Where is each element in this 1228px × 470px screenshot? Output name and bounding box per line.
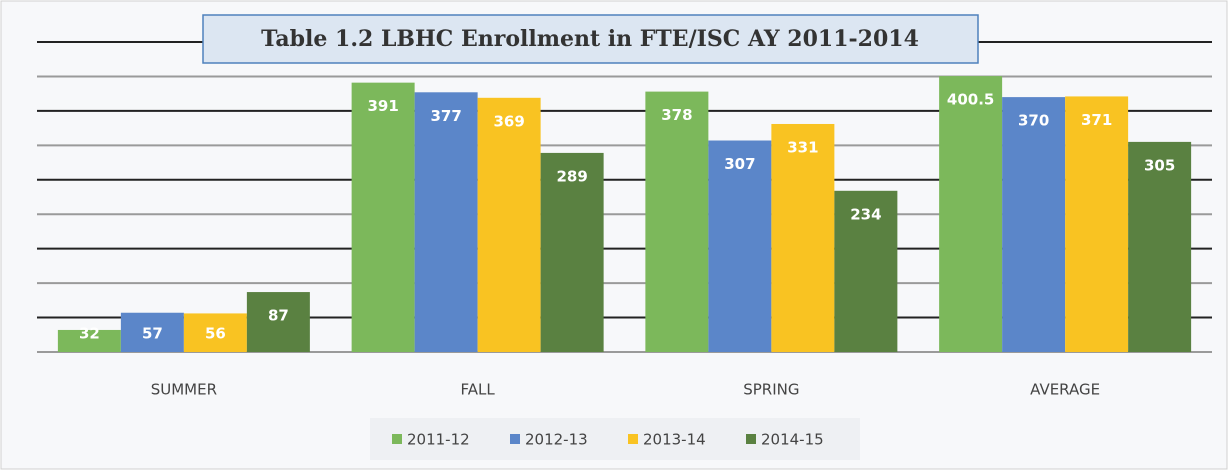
bar [708, 140, 772, 352]
bar [645, 91, 709, 352]
legend-swatch [628, 434, 638, 444]
value-label: 289 [556, 167, 587, 185]
bar [1065, 96, 1129, 352]
x-tick-label: FALL [461, 381, 496, 399]
legend-swatch [746, 434, 756, 444]
bar [1128, 141, 1192, 352]
bar [414, 92, 478, 353]
value-label: 307 [724, 155, 755, 173]
bars: 32 57 56 87 391 377 369 289 378 307 331 234 400.5 370… [57, 76, 1192, 353]
legend-swatch [510, 434, 520, 444]
value-label: 371 [1081, 111, 1112, 129]
value-label: 331 [787, 138, 818, 156]
value-label: 400.5 [947, 91, 994, 109]
bar [939, 76, 1003, 352]
value-label: 370 [1018, 112, 1049, 130]
bar [477, 97, 541, 352]
bar [1002, 97, 1066, 352]
value-label: 56 [205, 325, 226, 343]
x-tick-label: SPRING [743, 381, 799, 399]
value-label: 305 [1144, 156, 1175, 174]
legend-label: 2013-14 [643, 431, 706, 449]
chart-title: Table 1.2 LBHC Enrollment in FTE/ISC AY … [261, 26, 919, 52]
bar [351, 82, 415, 353]
legend-label: 2012-13 [525, 431, 588, 449]
bar [120, 312, 184, 352]
x-tick-label: AVERAGE [1030, 381, 1100, 399]
bar [57, 329, 121, 352]
x-tick-label: SUMMER [151, 381, 217, 399]
legend-swatch [392, 434, 402, 444]
title-box [202, 14, 979, 64]
legend-label: 2014-15 [761, 431, 824, 449]
value-label: 32 [79, 325, 100, 343]
value-label: 378 [661, 106, 692, 124]
value-label: 391 [367, 97, 398, 115]
value-label: 57 [142, 325, 163, 343]
bar [183, 313, 247, 352]
value-label: 234 [850, 205, 881, 223]
legend-box [370, 418, 860, 460]
bar [834, 190, 898, 352]
bar [771, 123, 835, 352]
value-label: 369 [493, 112, 524, 130]
legend-label: 2011-12 [407, 431, 470, 449]
value-label: 377 [430, 107, 461, 125]
bar [246, 292, 310, 352]
value-label: 87 [268, 307, 289, 325]
bar [540, 152, 604, 352]
